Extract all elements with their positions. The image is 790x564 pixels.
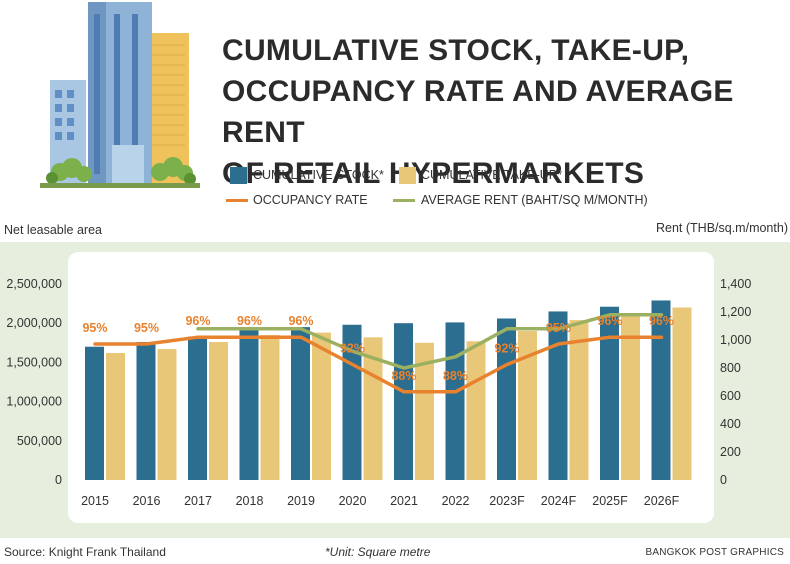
occupancy-label: 96% [288, 314, 313, 328]
bar-takeup-2016 [157, 349, 177, 480]
bar-takeup-2019 [312, 332, 331, 480]
occupancy-label: 92% [494, 342, 519, 356]
left-tick-label: 500,000 [17, 434, 62, 448]
right-tick-label: 0 [720, 473, 727, 487]
x-tick-label: 2026F [644, 494, 680, 508]
right-tick-label: 600 [720, 389, 741, 403]
bar-takeup-2025F [621, 313, 640, 480]
occupancy-label: 95% [82, 321, 107, 335]
bar-stock-2026F [651, 300, 671, 480]
occupancy-label: 95% [134, 321, 159, 335]
legend: CUMULATIVE STOCK* CUMULATIVE TAKE-UP* OC… [0, 0, 790, 220]
legend-rent-label: AVERAGE RENT (BAHT/SQ M/MONTH) [421, 193, 648, 207]
legend-stock-label: CUMULATIVE STOCK* [253, 168, 384, 182]
x-tick-label: 2015 [81, 494, 109, 508]
legend-rent-line [393, 199, 415, 202]
x-tick-label: 2021 [390, 494, 418, 508]
title-line-2: OCCUPANCY RATE AND AVERAGE RENT [222, 75, 734, 149]
legend-occupancy-label: OCCUPANCY RATE [253, 193, 368, 207]
bar-stock-2017 [188, 336, 207, 480]
left-tick-label: 2,000,000 [6, 316, 62, 330]
legend-takeup-swatch [399, 167, 416, 184]
bar-stock-2022 [445, 322, 465, 480]
right-tick-label: 1,400 [720, 277, 751, 291]
x-tick-label: 2016 [133, 494, 161, 508]
bar-takeup-2024F [569, 320, 589, 480]
right-tick-label: 1,000 [720, 333, 751, 347]
bar-stock-2015 [85, 346, 104, 480]
bar-takeup-2021 [415, 342, 434, 480]
left-tick-label: 1,000,000 [6, 395, 62, 409]
left-tick-label: 1,500,000 [6, 355, 62, 369]
x-tick-label: 2017 [184, 494, 212, 508]
left-tick-label: 0 [55, 473, 62, 487]
right-tick-label: 1,200 [720, 305, 751, 319]
chart-area: 0 500,000 1,000,000 1,500,000 2,000,000 2,500… [0, 242, 790, 538]
occupancy-label: 96% [237, 314, 262, 328]
occupancy-line [93, 335, 664, 394]
credit-note: BANGKOK POST GRAPHICS [645, 547, 784, 558]
bar-takeup-2026F [672, 307, 692, 480]
bar-stock-2019 [291, 327, 310, 480]
bar-stock-2025F [600, 306, 619, 480]
chart-title: CUMULATIVE STOCK, TAKE-UP, OCCUPANCY RAT… [222, 30, 782, 194]
x-tick-label: 2020 [339, 494, 367, 508]
bar-stock-2023F [497, 318, 516, 480]
title-line-1: CUMULATIVE STOCK, TAKE-UP, [222, 34, 690, 67]
x-tick-label: 2019 [287, 494, 315, 508]
right-tick-label: 400 [720, 417, 741, 431]
left-axis-title-line-1: Net leasable area [4, 223, 102, 237]
title-line-3: OF RETAIL HYPERMARKETS [222, 157, 645, 190]
occupancy-label: 95% [546, 321, 571, 335]
x-tick-label: 2024F [541, 494, 577, 508]
x-tick-label: 2022 [442, 494, 470, 508]
legend-stock-swatch [230, 167, 247, 184]
bar-stock-2021 [394, 323, 413, 480]
occupancy-label: 96% [649, 314, 674, 328]
building-illustration [40, 2, 200, 188]
right-tick-label: 200 [720, 445, 741, 459]
bar-takeup-2022 [466, 341, 486, 480]
bar-takeup-2017 [209, 342, 228, 480]
rent-line [196, 313, 664, 370]
unit-note: *Unit: Square metre [325, 545, 431, 559]
legend-takeup-label: CUMULATIVE TAKE-UP* [421, 168, 562, 182]
occupancy-label: 96% [597, 314, 622, 328]
bar-stock-2016 [136, 342, 156, 480]
bar-stock-2024F [548, 311, 568, 480]
bar-takeup-2023F [518, 331, 537, 480]
right-axis-title: Rent (THB/sq.m/month) [656, 221, 788, 235]
bar-takeup-2015 [106, 352, 125, 480]
x-tick-label: 2018 [236, 494, 264, 508]
bar-stock-2018 [239, 328, 259, 480]
bar-takeup-2018 [260, 334, 280, 480]
right-tick-label: 800 [720, 361, 741, 375]
legend-occupancy-line [226, 199, 248, 202]
x-tick-label: 2025F [592, 494, 628, 508]
occupancy-label: 88% [443, 369, 468, 383]
occupancy-label: 96% [185, 314, 210, 328]
occupancy-label: 88% [391, 369, 416, 383]
x-tick-label: 2023F [489, 494, 525, 508]
left-tick-label: 2,500,000 [6, 277, 62, 291]
source-note: Source: Knight Frank Thailand [4, 545, 166, 559]
occupancy-label: 92% [340, 342, 365, 356]
